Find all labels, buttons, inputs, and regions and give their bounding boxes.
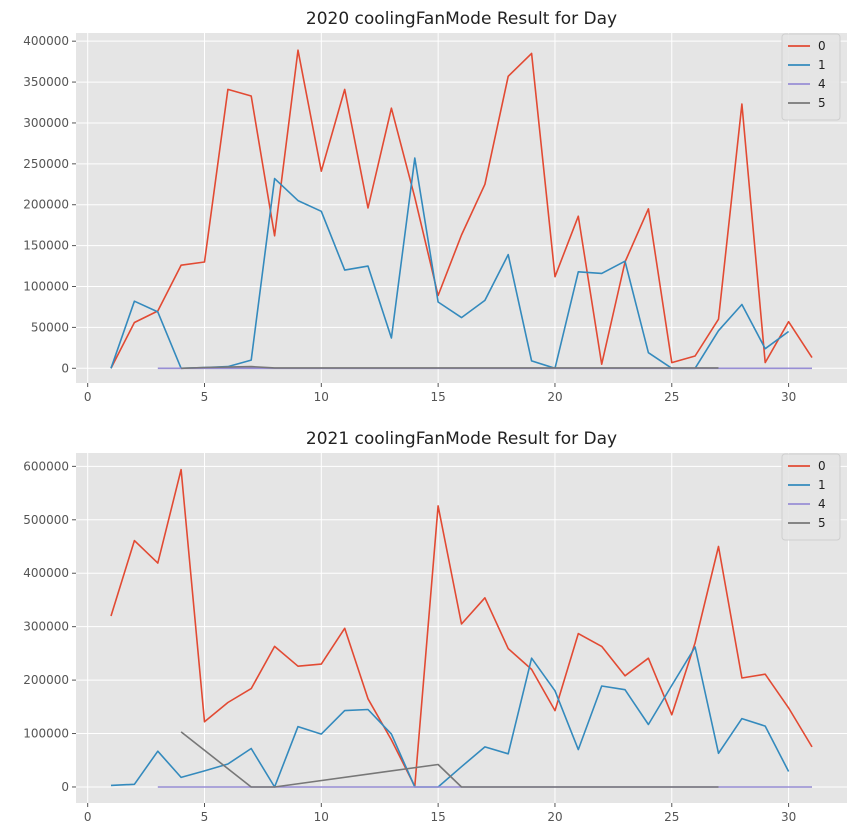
y-tick-label: 600000 bbox=[23, 459, 69, 473]
series-line-0 bbox=[110, 49, 813, 369]
legend-label-5: 5 bbox=[818, 96, 826, 110]
y-tick-label: 200000 bbox=[23, 673, 69, 687]
y-tick-label: 300000 bbox=[23, 620, 69, 634]
y-tick-label: 150000 bbox=[23, 239, 69, 253]
chart-2020: 0 5 10 15 20 25 300500001000001500002000002500… bbox=[23, 9, 847, 404]
x-tick-label: 0 bbox=[84, 810, 92, 824]
y-tick-label: 350000 bbox=[23, 75, 69, 89]
x-tick-label: 5 bbox=[201, 390, 209, 404]
legend-label-4: 4 bbox=[818, 497, 826, 511]
y-tick-label: 400000 bbox=[23, 566, 69, 580]
legend-box bbox=[781, 33, 841, 121]
x-tick-label: 5 bbox=[201, 810, 209, 824]
y-tick-label: 0 bbox=[61, 780, 69, 794]
legend-label-5: 5 bbox=[818, 516, 826, 530]
x-tick-label: 0 bbox=[84, 390, 92, 404]
y-tick-label: 500000 bbox=[23, 513, 69, 527]
chart-title: 2021 coolingFanMode Result for Day bbox=[306, 429, 617, 449]
y-tick-label: 50000 bbox=[31, 320, 69, 334]
legend: 0 1 4 5 bbox=[781, 453, 841, 541]
x-tick-label: 25 bbox=[664, 810, 679, 824]
x-tick-label: 15 bbox=[430, 390, 445, 404]
y-tick-label: 250000 bbox=[23, 157, 69, 171]
x-tick-label: 30 bbox=[781, 390, 796, 404]
x-tick-label: 20 bbox=[547, 810, 562, 824]
y-tick-label: 400000 bbox=[23, 34, 69, 48]
x-tick-label: 20 bbox=[547, 390, 562, 404]
y-tick-label: 100000 bbox=[23, 727, 69, 741]
legend-label-1: 1 bbox=[818, 478, 826, 492]
legend: 0 1 4 5 bbox=[781, 33, 841, 121]
series-line-5 bbox=[180, 731, 719, 788]
legend-label-0: 0 bbox=[818, 39, 826, 53]
chart-2021: 0 5 10 15 20 25 300100000200000300000400000500… bbox=[23, 429, 847, 824]
plot-area bbox=[76, 453, 847, 803]
legend-label-1: 1 bbox=[818, 58, 826, 72]
legend-label-4: 4 bbox=[818, 77, 826, 91]
x-tick-label: 10 bbox=[314, 810, 329, 824]
series-line-0 bbox=[110, 468, 813, 788]
y-tick-label: 300000 bbox=[23, 116, 69, 130]
series-line-5 bbox=[181, 365, 719, 370]
x-tick-label: 30 bbox=[781, 810, 796, 824]
legend-label-0: 0 bbox=[818, 459, 826, 473]
legend-box bbox=[781, 453, 841, 541]
chart-title: 2020 coolingFanMode Result for Day bbox=[306, 9, 617, 29]
y-tick-label: 0 bbox=[61, 361, 69, 375]
y-tick-label: 200000 bbox=[23, 198, 69, 212]
x-tick-label: 10 bbox=[314, 390, 329, 404]
x-tick-label: 25 bbox=[664, 390, 679, 404]
x-tick-label: 15 bbox=[430, 810, 445, 824]
y-tick-label: 100000 bbox=[23, 280, 69, 294]
